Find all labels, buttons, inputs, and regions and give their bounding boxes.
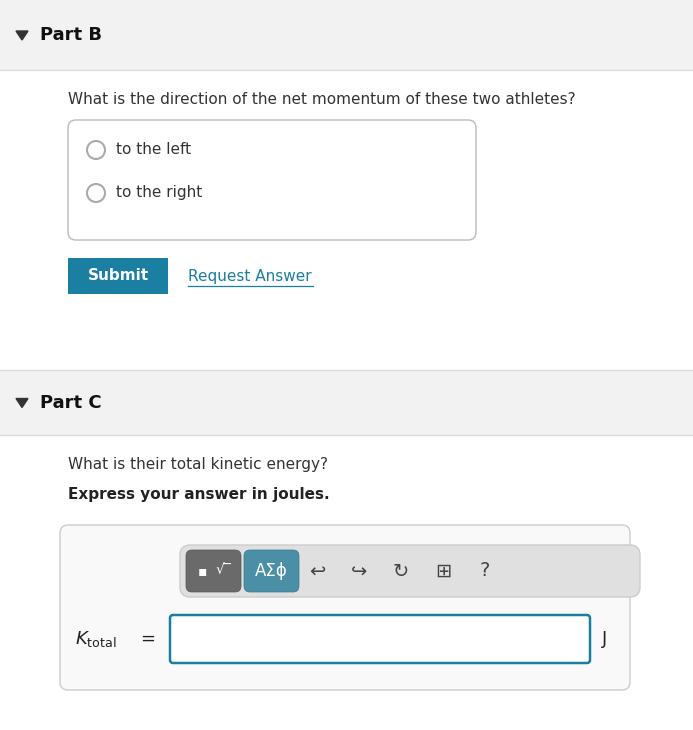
Bar — [0, 70, 693, 370]
Bar — [0, 0, 693, 70]
Text: ⊞: ⊞ — [435, 561, 451, 580]
Text: √‾: √‾ — [216, 563, 231, 577]
Text: to the left: to the left — [116, 142, 191, 158]
Text: J: J — [602, 630, 607, 648]
FancyBboxPatch shape — [244, 550, 299, 592]
FancyBboxPatch shape — [60, 525, 630, 690]
Text: Part C: Part C — [40, 393, 102, 412]
Bar — [0, 370, 693, 435]
Text: AΣϕ: AΣϕ — [255, 562, 288, 580]
FancyBboxPatch shape — [68, 120, 476, 240]
Text: ?: ? — [480, 561, 490, 580]
Text: to the right: to the right — [116, 185, 202, 201]
Text: ↻: ↻ — [393, 561, 409, 580]
Text: Submit: Submit — [87, 269, 148, 283]
Text: =: = — [140, 630, 155, 648]
FancyBboxPatch shape — [170, 615, 590, 663]
Bar — [0, 435, 693, 730]
FancyBboxPatch shape — [180, 545, 640, 597]
Polygon shape — [16, 31, 28, 40]
Text: ↪: ↪ — [351, 561, 367, 580]
Text: $K_{\mathrm{total}}$: $K_{\mathrm{total}}$ — [75, 629, 116, 649]
Text: Request Answer: Request Answer — [188, 269, 312, 283]
Text: ▪: ▪ — [198, 564, 207, 578]
Text: Part B: Part B — [40, 26, 102, 44]
Text: What is the direction of the net momentum of these two athletes?: What is the direction of the net momentu… — [68, 92, 576, 107]
Text: What is their total kinetic energy?: What is their total kinetic energy? — [68, 457, 328, 472]
Bar — [68, 258, 168, 294]
Polygon shape — [16, 399, 28, 407]
FancyBboxPatch shape — [186, 550, 241, 592]
Text: ↩: ↩ — [309, 561, 325, 580]
Text: Express your answer in joules.: Express your answer in joules. — [68, 487, 330, 502]
